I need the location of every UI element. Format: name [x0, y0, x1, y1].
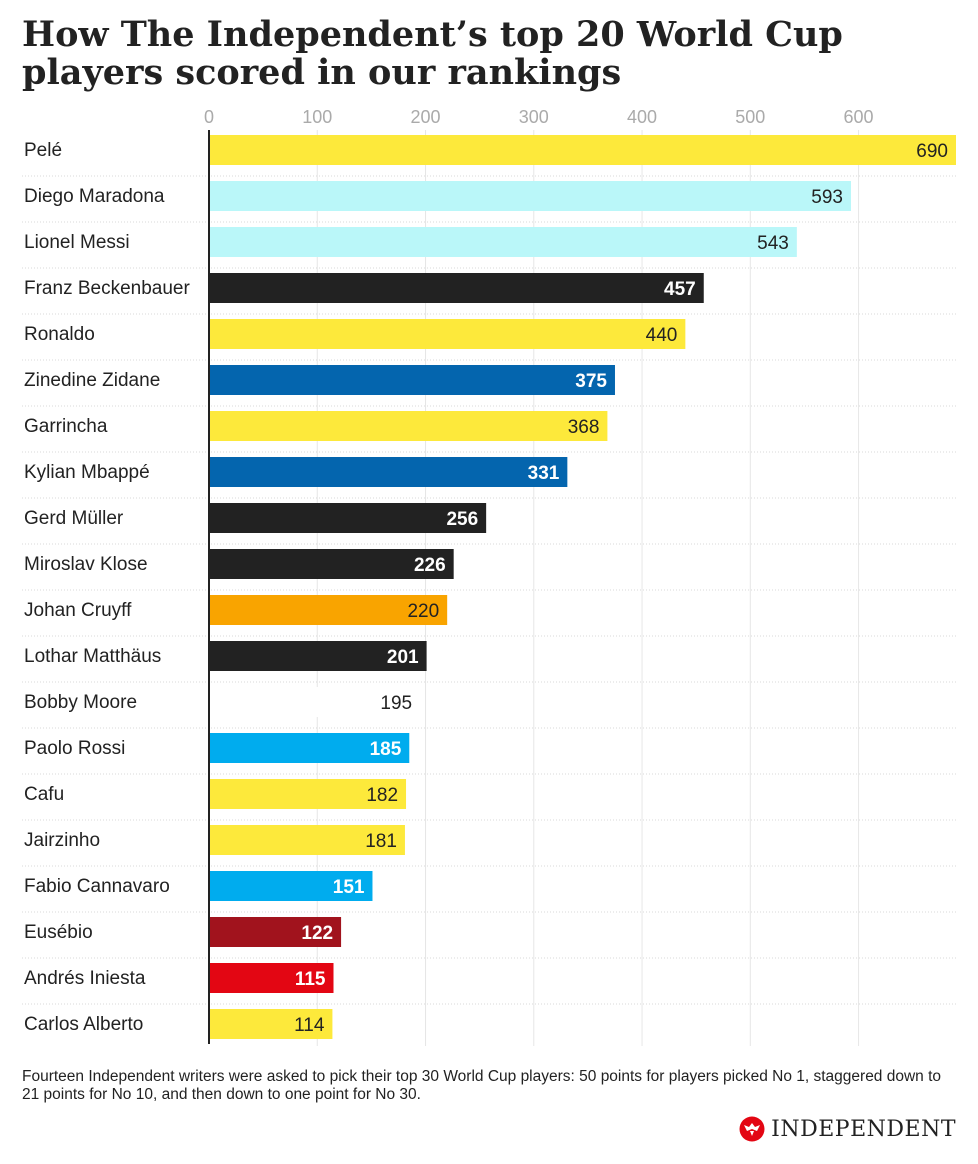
gridlines [316, 130, 860, 1046]
bars [209, 135, 956, 1039]
category-label: Ronaldo [24, 324, 95, 345]
category-label: Diego Maradona [24, 186, 165, 207]
value-label: 201 [387, 647, 419, 668]
value-label: 114 [294, 1015, 325, 1036]
category-label: Bobby Moore [24, 692, 137, 713]
value-label: 182 [366, 785, 398, 806]
value-label: 220 [407, 601, 439, 622]
x-tick-label: 200 [410, 107, 440, 127]
category-label: Kylian Mbappé [24, 462, 150, 483]
category-label: Zinedine Zidane [24, 370, 160, 391]
x-tick-label: 400 [627, 107, 657, 127]
bar [209, 411, 608, 441]
bar [209, 595, 448, 625]
category-label: Jairzinho [24, 830, 100, 851]
bar [209, 1009, 333, 1039]
bar [209, 825, 405, 855]
category-label: Miroslav Klose [24, 554, 148, 575]
value-label: 256 [446, 509, 478, 530]
category-label: Franz Beckenbauer [24, 278, 190, 299]
value-label: 151 [333, 877, 365, 898]
value-label: 368 [568, 417, 600, 438]
bar [209, 135, 956, 165]
bar [209, 319, 686, 349]
value-label: 195 [380, 693, 412, 714]
footnote: Fourteen Independent writers were asked … [22, 1068, 942, 1103]
brand-name: INDEPENDENT [771, 1116, 956, 1142]
x-tick-label: 100 [302, 107, 332, 127]
bar [209, 365, 615, 395]
category-label: Fabio Cannavaro [24, 876, 170, 897]
bar [209, 963, 334, 993]
value-label: 375 [575, 371, 607, 392]
bar [209, 871, 373, 901]
category-label: Cafu [24, 784, 64, 805]
x-tick-label: 0 [204, 107, 214, 127]
value-label: 115 [295, 969, 326, 990]
value-label: 331 [528, 463, 560, 484]
category-label: Gerd Müller [24, 508, 124, 529]
bar [209, 503, 487, 533]
value-label: 226 [414, 555, 446, 576]
category-label: Garrincha [24, 416, 108, 437]
category-label: Johan Cruyff [24, 600, 132, 621]
bar [209, 181, 851, 211]
bar [209, 227, 797, 257]
x-tick-label: 300 [519, 107, 549, 127]
bar [209, 733, 410, 763]
category-label: Paolo Rossi [24, 738, 125, 759]
brand-logo: INDEPENDENT [739, 1114, 956, 1144]
category-label: Carlos Alberto [24, 1014, 143, 1035]
x-tick-label: 500 [735, 107, 765, 127]
bar [209, 687, 421, 717]
value-label: 457 [664, 279, 696, 300]
value-label: 181 [365, 831, 397, 852]
bar [209, 779, 407, 809]
value-label: 690 [916, 141, 948, 162]
value-labels: 690 593 543 457 440 375 368 331 256 226 220 201 195 1… [294, 141, 948, 1036]
category-label: Andrés Iniesta [24, 968, 146, 989]
x-tick-label: 600 [844, 107, 874, 127]
category-label: Pelé [24, 140, 62, 161]
category-labels: Pelé Diego Maradona Lionel Messi Franz Beck… [24, 140, 190, 1035]
bar [209, 549, 454, 579]
bar [209, 273, 704, 303]
x-axis-ticks: 0 100 200 300 400 500 600 [204, 107, 874, 127]
value-label: 593 [811, 187, 843, 208]
value-label: 440 [646, 325, 678, 346]
bar [209, 641, 427, 671]
bar-chart: 0 100 200 300 400 500 600 Pelé Diego Maradona Li… [22, 107, 956, 1046]
category-label: Lothar Matthäus [24, 646, 161, 667]
bar [209, 917, 342, 947]
bar [209, 457, 568, 487]
chart-title: How The Independent’s top 20 World Cup p… [22, 14, 843, 93]
category-label: Eusébio [24, 922, 93, 943]
value-label: 543 [757, 233, 789, 254]
value-label: 122 [301, 923, 333, 944]
eagle-logo-icon [739, 1116, 765, 1142]
category-label: Lionel Messi [24, 232, 130, 253]
value-label: 185 [370, 739, 402, 760]
